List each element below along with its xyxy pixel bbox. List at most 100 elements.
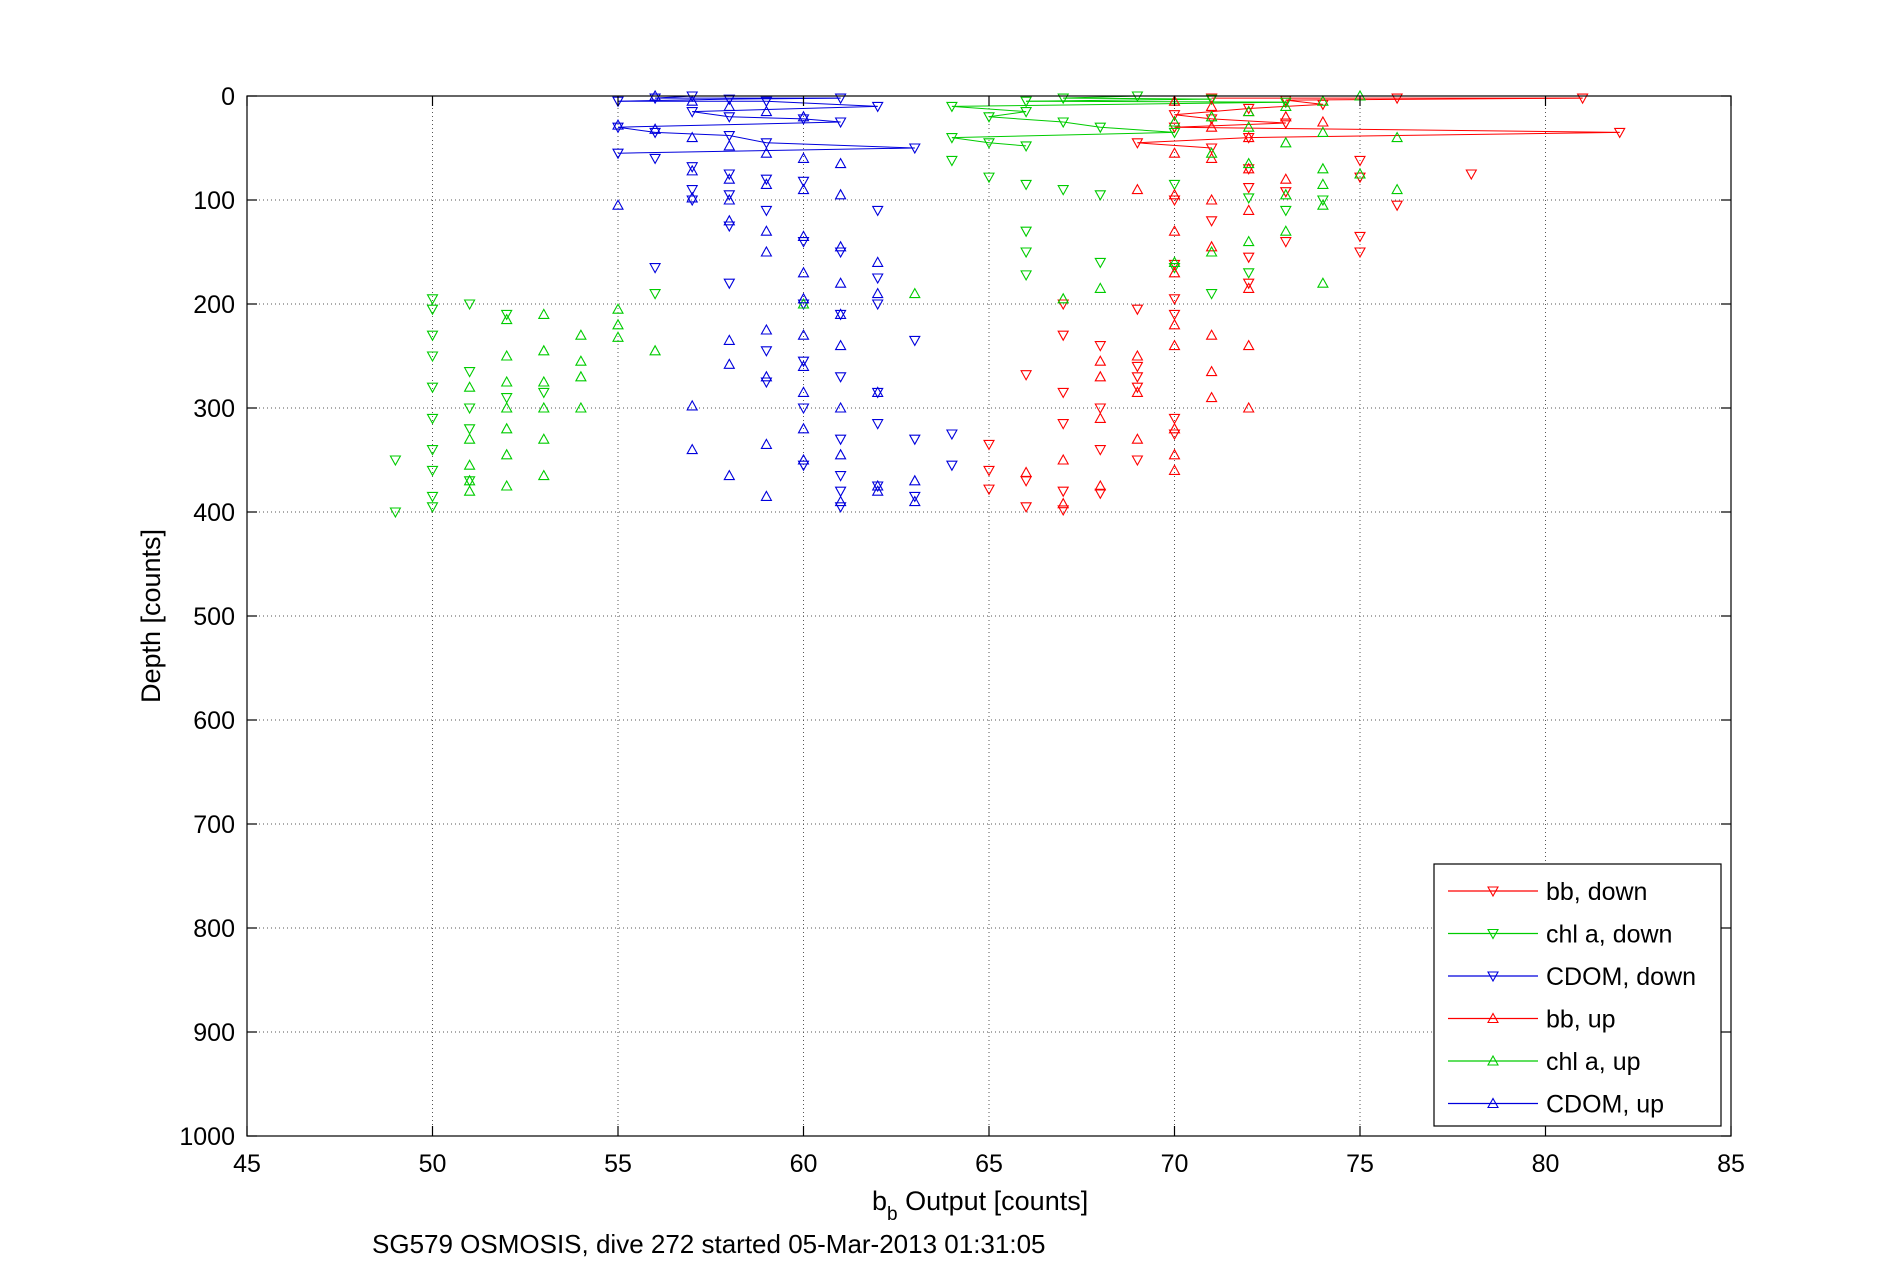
data-point: [760, 138, 773, 149]
series-line-segment: [766, 142, 915, 149]
data-point: [649, 289, 662, 300]
y-tick-label: 1000: [179, 1123, 235, 1151]
data-point: [1020, 226, 1033, 238]
data-point: [871, 479, 884, 491]
data-point: [723, 190, 736, 201]
data-point: [871, 485, 884, 496]
data-point: [649, 344, 662, 356]
data-point: [1168, 429, 1181, 441]
data-point: [1057, 505, 1070, 517]
series-line-segment: [1137, 137, 1249, 144]
data-point: [834, 401, 847, 413]
series-chl-a-up: [463, 89, 1404, 496]
x-tick-label: 85: [1717, 1150, 1745, 1178]
data-point: [686, 107, 699, 118]
data-point: [834, 247, 847, 259]
series-bb-down: [983, 93, 1626, 517]
data-point: [612, 118, 624, 130]
data-point: [1094, 355, 1107, 366]
data-point: [500, 375, 513, 387]
data-point: [426, 465, 439, 477]
data-point: [1168, 225, 1181, 236]
data-point: [1168, 256, 1181, 267]
data-point: [612, 148, 624, 160]
data-point: [1205, 289, 1218, 300]
data-point: [426, 330, 439, 342]
data-point: [723, 358, 736, 369]
data-point: [686, 191, 699, 203]
data-point: [797, 460, 810, 472]
data-point: [1279, 100, 1292, 111]
data-point: [834, 471, 847, 482]
data-point: [797, 422, 810, 434]
legend-marker: [1487, 886, 1499, 898]
data-point: [500, 448, 513, 460]
data-point: [1057, 93, 1070, 105]
data-point: [426, 491, 439, 503]
data-point: [797, 329, 810, 340]
data-point: [1168, 188, 1181, 200]
data-point: [1057, 486, 1070, 498]
data-point: [537, 401, 550, 413]
data-point: [1131, 382, 1144, 394]
data-point: [537, 387, 550, 399]
series-line-segment: [1137, 142, 1212, 149]
data-point: [834, 448, 847, 460]
data-point: [1242, 401, 1255, 413]
data-point: [834, 277, 847, 288]
data-point: [426, 382, 439, 394]
data-point: [760, 96, 773, 108]
data-point: [1020, 270, 1033, 282]
series-line-segment: [692, 105, 878, 113]
data-point: [1242, 121, 1255, 132]
data-point: [463, 403, 476, 415]
data-point: [760, 323, 773, 335]
data-point: [1131, 455, 1144, 467]
y-tick-label: 600: [193, 707, 235, 735]
data-point: [1613, 127, 1626, 139]
data-point: [1205, 240, 1218, 252]
data-point: [945, 101, 958, 113]
data-point: [760, 370, 773, 382]
data-point: [1131, 372, 1144, 383]
data-point: [1391, 131, 1404, 143]
series-line-segment: [617, 147, 915, 154]
data-point: [797, 176, 810, 188]
data-point: [1205, 391, 1218, 403]
data-point: [945, 429, 958, 441]
data-point: [1131, 138, 1144, 149]
series-line-segment: [617, 126, 656, 133]
data-point: [1316, 95, 1329, 106]
data-point: [686, 399, 699, 411]
data-point: [983, 439, 995, 451]
axis-ticks: [246, 95, 1732, 1137]
y-tick-label: 700: [193, 811, 235, 839]
data-point: [983, 172, 995, 184]
data-point: [760, 205, 773, 217]
legend-label: chl a, up: [1546, 1048, 1641, 1076]
series-line-segment: [988, 111, 1027, 118]
series-line-segment: [1174, 126, 1620, 133]
x-tick-label: 60: [790, 1150, 818, 1178]
data-point: [1205, 143, 1218, 155]
data-point: [1242, 278, 1255, 290]
y-tick-label: 900: [193, 1019, 235, 1047]
data-point: [1205, 329, 1218, 340]
data-point: [1279, 173, 1292, 184]
data-point: [871, 299, 884, 311]
data-point: [723, 112, 736, 123]
legend-marker: [1487, 928, 1499, 940]
data-point: [574, 329, 587, 340]
data-point: [871, 273, 884, 285]
data-point: [723, 94, 736, 106]
data-point: [760, 225, 773, 236]
data-point: [983, 465, 995, 477]
data-point: [797, 110, 810, 122]
data-point: [834, 93, 847, 105]
data-point: [797, 114, 810, 126]
data-point: [463, 367, 476, 378]
data-point: [1168, 147, 1181, 158]
y-tick-label: 100: [193, 187, 235, 215]
data-point: [1168, 110, 1181, 121]
data-point: [945, 133, 958, 144]
